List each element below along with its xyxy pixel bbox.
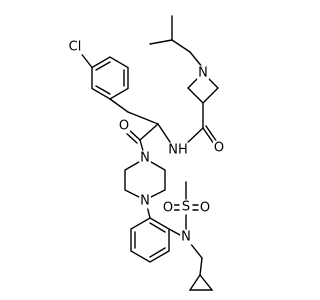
atom-label: O (214, 141, 224, 156)
atom-label: O (163, 201, 173, 216)
label-background (139, 150, 151, 166)
atom-label: S (182, 200, 190, 215)
atom-label: O (119, 119, 129, 134)
structure: Cl N O NH O N N S O O N (67, 15, 226, 291)
label-background (180, 229, 192, 245)
bonds (79, 15, 219, 291)
label-background (197, 65, 209, 81)
label-background (180, 199, 192, 215)
atom-label: O (200, 201, 210, 216)
atom-label: Cl (69, 40, 82, 55)
label-background (117, 118, 131, 134)
atom-labels: Cl N O NH O N N S O O N (67, 39, 226, 245)
atom-label: N (140, 194, 150, 209)
label-background (167, 142, 189, 158)
label-background (212, 140, 226, 156)
atom-label: N (181, 230, 191, 245)
label-background (161, 200, 175, 216)
atom-label: N (198, 66, 208, 81)
atom-label: NH (168, 143, 188, 158)
atom-label: N (140, 151, 150, 166)
label-background (198, 200, 212, 216)
label-background (67, 39, 83, 55)
label-background (139, 193, 151, 209)
